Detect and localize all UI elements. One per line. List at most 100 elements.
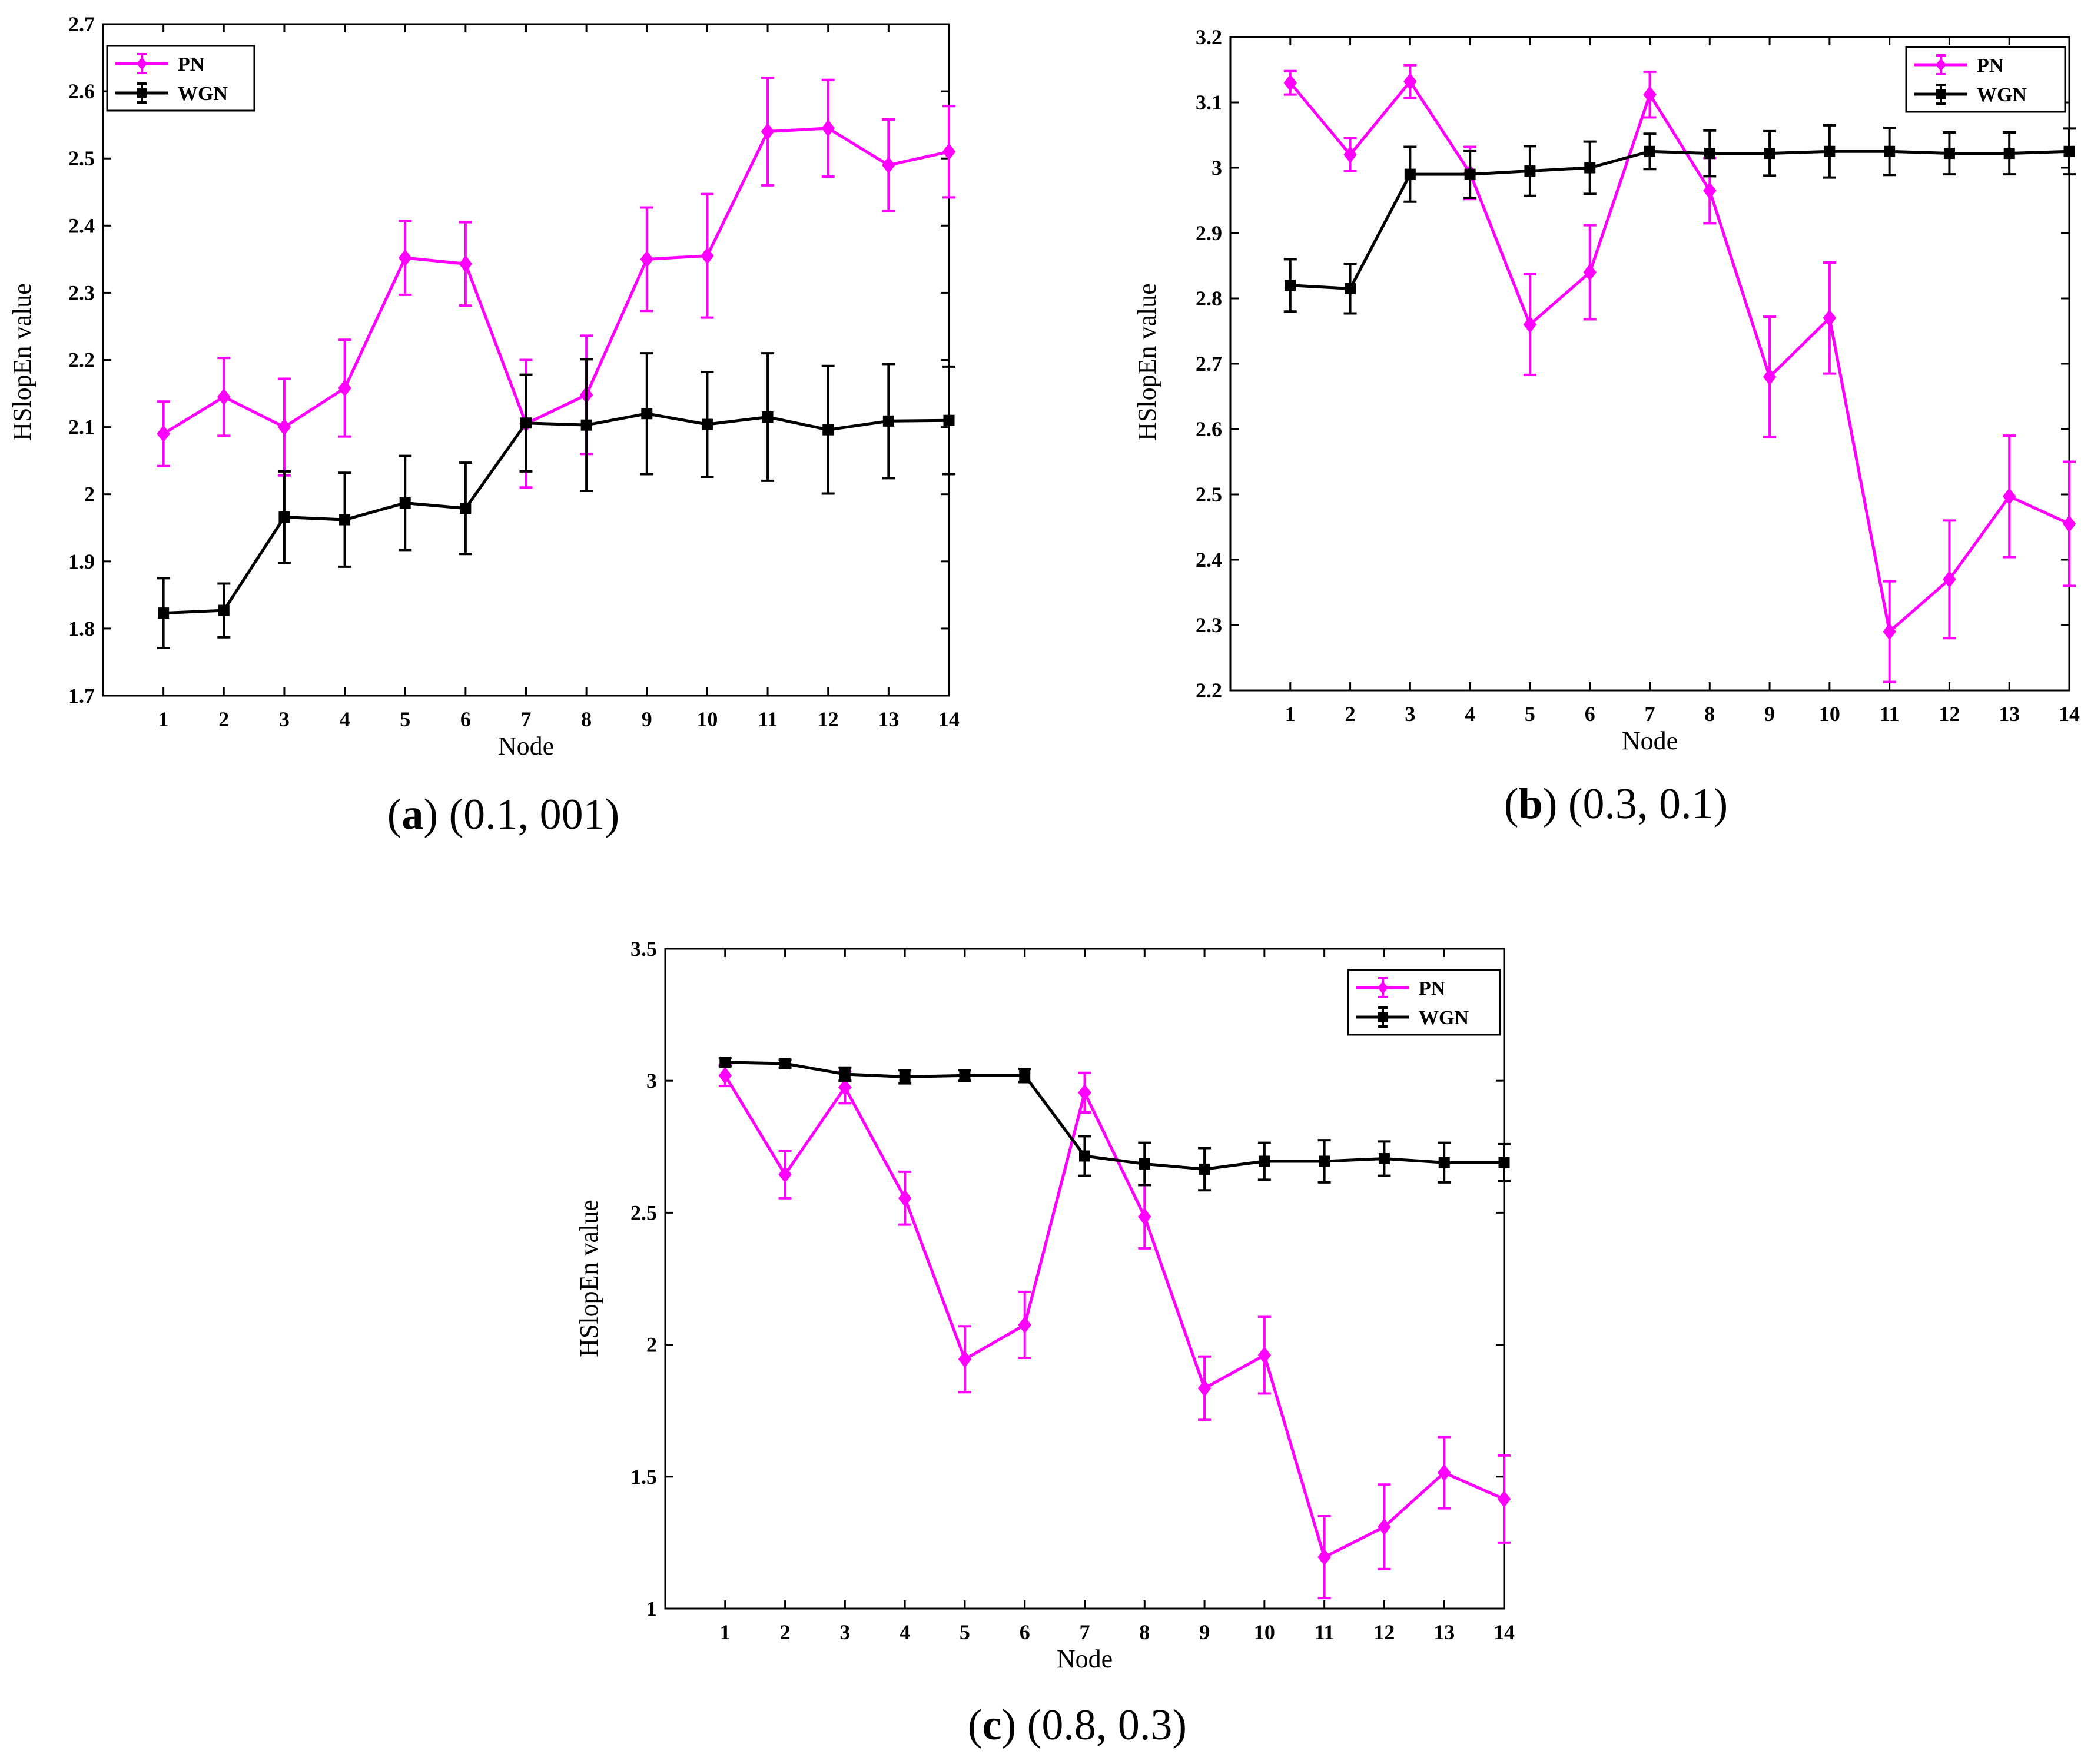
y-axis-label: HSlopEn value xyxy=(8,283,36,441)
x-tick-label: 10 xyxy=(1254,1620,1275,1644)
data-point-wgn xyxy=(2063,145,2075,157)
x-tick-label: 7 xyxy=(1645,702,1655,726)
data-point-wgn xyxy=(580,419,592,431)
legend-marker-pn xyxy=(137,57,147,70)
caption-paren: ( xyxy=(1504,780,1519,828)
y-tick-label: 2.5 xyxy=(630,1201,657,1224)
y-axis-label: HSlopEn value xyxy=(575,1200,603,1357)
data-point-pn xyxy=(838,1078,852,1097)
series-line-wgn xyxy=(725,1061,1504,1171)
data-point-pn xyxy=(1883,623,1896,640)
x-tick-label: 7 xyxy=(521,707,532,731)
x-tick-label: 2 xyxy=(780,1620,791,1644)
legend-box xyxy=(1905,46,2066,113)
data-point-pn xyxy=(1257,1346,1272,1364)
x-tick-label: 8 xyxy=(581,707,592,731)
x-tick-label: 3 xyxy=(279,707,290,731)
data-point-pn xyxy=(958,1350,972,1368)
data-point-wgn xyxy=(1079,1150,1090,1162)
caption-params: ) (0.8, 0.3) xyxy=(1002,1701,1187,1749)
y-tick-label: 2.1 xyxy=(68,416,95,439)
data-point-pn xyxy=(2002,487,2016,505)
data-point-wgn xyxy=(158,607,170,619)
x-tick-label: 11 xyxy=(758,707,778,731)
data-point-pn xyxy=(1343,146,1357,164)
data-point-pn xyxy=(1823,309,1837,327)
data-point-pn xyxy=(882,156,895,174)
legend-box xyxy=(1347,969,1501,1036)
data-point-wgn xyxy=(839,1068,851,1080)
data-point-wgn xyxy=(1378,1152,1390,1164)
data-point-wgn xyxy=(1285,280,1296,291)
data-point-wgn xyxy=(2003,148,2015,160)
data-point-pn xyxy=(459,255,473,273)
x-axis-label: Node xyxy=(1622,726,1678,755)
data-point-wgn xyxy=(1704,148,1715,160)
data-point-wgn xyxy=(460,503,472,514)
data-point-wgn xyxy=(779,1058,791,1069)
panel-caption: (b) (0.3, 0.1) xyxy=(1504,780,1728,828)
x-axis-label: Node xyxy=(1057,1645,1113,1673)
x-tick-label: 4 xyxy=(1465,702,1475,726)
data-point-wgn xyxy=(943,414,955,426)
legend-marker-wgn xyxy=(1378,1012,1388,1022)
data-point-wgn xyxy=(1438,1157,1450,1168)
x-tick-label: 10 xyxy=(696,707,718,731)
y-tick-label: 2.6 xyxy=(68,79,95,103)
data-point-wgn xyxy=(762,411,774,423)
x-tick-label: 14 xyxy=(938,707,960,731)
caption-paren: ( xyxy=(968,1701,983,1749)
x-tick-label: 13 xyxy=(878,707,899,731)
data-point-wgn xyxy=(822,424,834,436)
data-point-pn xyxy=(1403,72,1417,91)
data-point-pn xyxy=(1523,315,1537,334)
legend-box xyxy=(106,45,255,112)
y-tick-label: 2.8 xyxy=(1196,287,1222,310)
y-tick-label: 1 xyxy=(646,1597,657,1620)
data-point-wgn xyxy=(1884,145,1896,157)
x-tick-label: 12 xyxy=(818,707,839,731)
data-point-wgn xyxy=(339,514,351,526)
x-tick-label: 13 xyxy=(1999,702,2020,726)
x-tick-label: 12 xyxy=(1373,1620,1395,1644)
x-tick-label: 8 xyxy=(1139,1620,1150,1644)
series-line-pn xyxy=(1289,79,2070,634)
data-point-pn xyxy=(157,425,170,443)
data-point-pn xyxy=(1317,1548,1331,1566)
data-point-pn xyxy=(1943,570,1956,588)
y-tick-label: 2.5 xyxy=(1196,483,1222,506)
y-tick-label: 2.2 xyxy=(1196,679,1222,702)
x-tick-label: 6 xyxy=(460,707,471,731)
data-point-pn xyxy=(1703,182,1717,200)
series-line-pn xyxy=(162,127,950,436)
data-point-pn xyxy=(640,250,654,268)
y-tick-label: 2.5 xyxy=(68,147,95,170)
legend: PN WGN xyxy=(106,45,255,112)
x-tick-label: 4 xyxy=(340,707,350,731)
data-point-pn xyxy=(898,1190,912,1207)
data-point-wgn xyxy=(520,417,532,429)
caption-letter: c xyxy=(983,1701,1002,1749)
y-tick-label: 2.3 xyxy=(68,281,95,304)
x-tick-label: 5 xyxy=(400,707,410,731)
y-tick-label: 2.2 xyxy=(68,348,95,372)
data-point-wgn xyxy=(1019,1069,1031,1081)
x-tick-label: 13 xyxy=(1433,1620,1455,1644)
x-tick-label: 8 xyxy=(1704,702,1715,726)
y-tick-label: 3.1 xyxy=(1196,91,1222,114)
chart-panel-a: 1.71.81.922.12.22.32.42.52.62.71 2 3 4 5 6 7 8 9… xyxy=(8,12,960,839)
data-point-wgn xyxy=(1345,283,1356,294)
series-wgn xyxy=(1283,124,2076,315)
data-point-pn xyxy=(2062,515,2076,533)
caption-params: ) (0.3, 0.1) xyxy=(1543,780,1728,828)
data-point-wgn xyxy=(1764,148,1775,160)
data-point-wgn xyxy=(278,511,290,523)
x-tick-label: 3 xyxy=(839,1620,850,1644)
chart-panels: 1.71.81.922.12.22.32.42.52.62.71 2 3 4 5 6 7 8 9… xyxy=(8,12,2080,1749)
data-point-pn xyxy=(1437,1464,1451,1481)
panel-caption: (a) (0.1, 001) xyxy=(387,790,620,839)
x-tick-label: 9 xyxy=(642,707,652,731)
data-point-pn xyxy=(942,143,956,161)
data-point-wgn xyxy=(1464,168,1476,180)
panel-caption: (c) (0.8, 0.3) xyxy=(968,1701,1187,1749)
